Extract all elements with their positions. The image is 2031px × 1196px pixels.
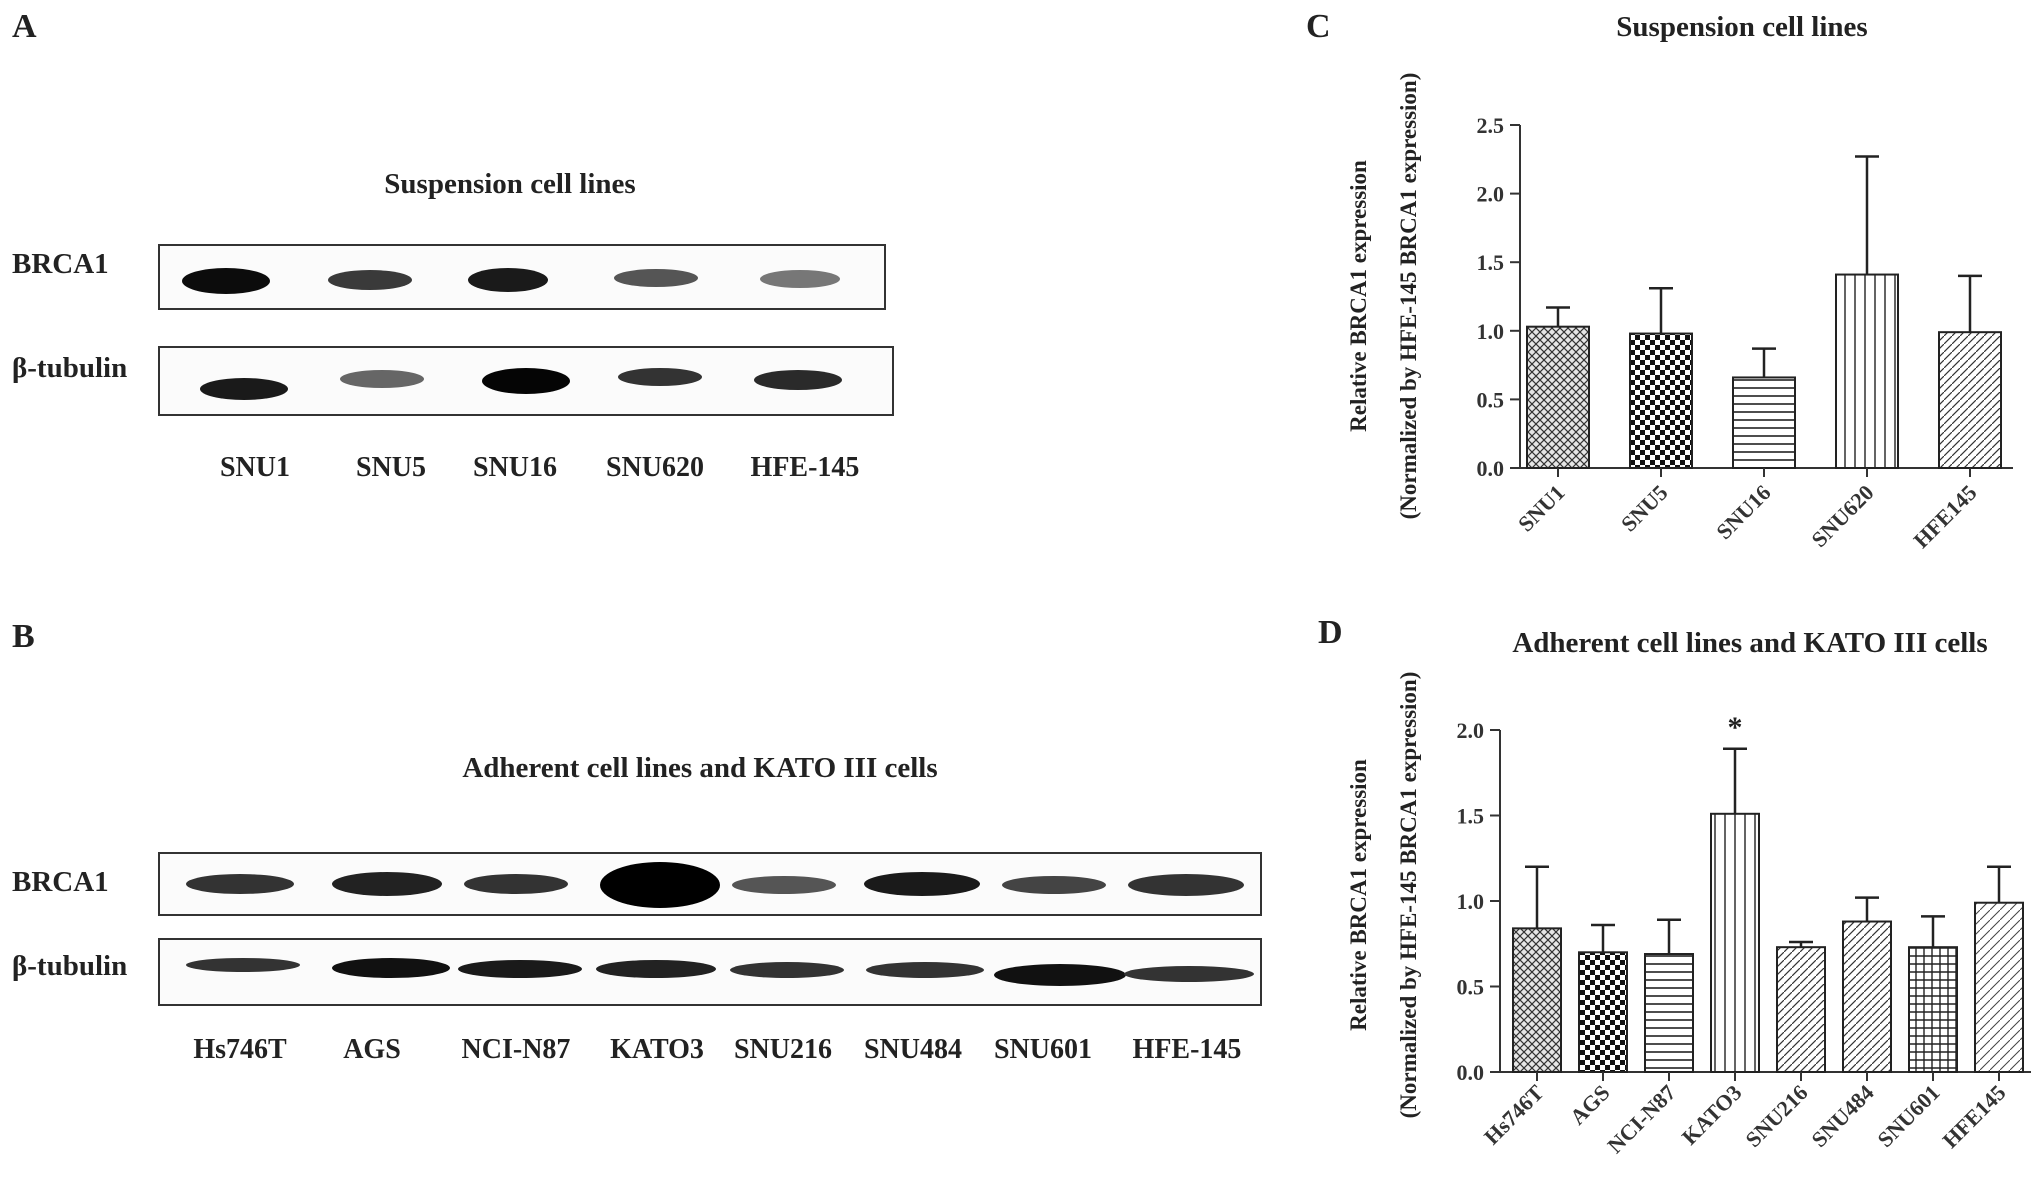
chart-d-bar <box>1512 927 1562 1073</box>
lane-label-b-6: SNU484 <box>863 1034 962 1065</box>
chart-d-title: Adherent cell lines and KATO III cells <box>1512 627 1987 659</box>
panel-letter-a: A <box>12 8 37 45</box>
blot-title-a: Suspension cell lines <box>384 168 636 200</box>
lane-label-a-4: SNU620 <box>605 452 704 483</box>
chart-c-ytick-label: 2.5 <box>1477 113 1505 138</box>
chart-d-ylabel-sub: (Normalized by HFE-145 BRCA1 expression) <box>1396 672 1421 1119</box>
chart-d-category-label: Hs746T <box>1479 1080 1549 1150</box>
chart-c-category-label: SNU5 <box>1616 480 1673 537</box>
chart-c-category-label: HFE145 <box>1909 480 1982 553</box>
chart-d-category-label: SNU601 <box>1872 1080 1944 1152</box>
panel-letter-b: B <box>12 618 35 655</box>
chart-d-bar <box>1578 951 1628 1073</box>
chart-d-category-label: SNU216 <box>1740 1080 1812 1152</box>
lane-label-b-8: HFE-145 <box>1132 1034 1242 1065</box>
chart-c-ytick-label: 1.5 <box>1477 250 1505 275</box>
lane-label-a-2: SNU5 <box>355 452 426 483</box>
blot-title-b: Adherent cell lines and KATO III cells <box>462 752 938 784</box>
lane-label-b-1: Hs746T <box>193 1034 287 1065</box>
chart-d-ytick-label: 2.0 <box>1457 718 1485 743</box>
chart-c-bar <box>1835 273 1899 469</box>
lane-label-b-2: AGS <box>343 1034 401 1065</box>
panel-letter-c: C <box>1306 8 1331 45</box>
chart-d-ytick-label: 0.0 <box>1457 1060 1485 1085</box>
chart-c-ytick-label: 1.0 <box>1477 319 1505 344</box>
chart-d-category-label: SNU484 <box>1806 1080 1878 1152</box>
chart-d-bar <box>1842 920 1892 1074</box>
chart-d-category-label: AGS <box>1565 1080 1615 1130</box>
blot-image-brca1-a <box>158 244 886 310</box>
lane-label-a-1: SNU1 <box>219 452 290 483</box>
chart-c-ylabel-sub: (Normalized by HFE-145 BRCA1 expression) <box>1396 73 1421 520</box>
lane-label-a-5: HFE-145 <box>750 452 860 483</box>
chart-c-bar <box>1938 331 2002 469</box>
blot-image-tubulin-a <box>158 346 894 416</box>
chart-c-title: Suspension cell lines <box>1616 11 1867 43</box>
chart-d-category-label: HFE145 <box>1938 1080 2011 1153</box>
chart-c-bar <box>1732 376 1796 469</box>
chart-c: Suspension cell lines Relative BRCA1 expr… <box>1346 11 2013 553</box>
chart-d-bar <box>1908 946 1958 1073</box>
lane-label-b-5: SNU216 <box>733 1034 832 1065</box>
chart-c-ylabel: Relative BRCA1 expression <box>1346 160 1371 432</box>
blot-image-brca1-b <box>158 852 1262 916</box>
chart-c-category-label: SNU620 <box>1806 480 1878 552</box>
row-label-tubulin-b: β-tubulin <box>12 950 128 982</box>
chart-c-bar <box>1526 325 1590 469</box>
chart-c-ytick-label: 0.5 <box>1477 387 1505 412</box>
chart-c-ytick-label: 0.0 <box>1477 456 1505 481</box>
chart-d-bar <box>1776 946 1826 1073</box>
chart-d-ytick-label: 1.5 <box>1457 804 1485 829</box>
lane-label-b-3: NCI-N87 <box>461 1034 571 1065</box>
chart-c-category-label: SNU1 <box>1513 480 1570 537</box>
chart-d-ylabel: Relative BRCA1 expression <box>1346 759 1371 1031</box>
chart-d-ytick-label: 1.0 <box>1457 889 1485 914</box>
blot-image-tubulin-b <box>158 938 1262 1006</box>
panel-letter-d: D <box>1318 614 1343 651</box>
lane-label-a-3: SNU16 <box>472 452 557 483</box>
chart-c-ytick-label: 2.0 <box>1477 182 1505 207</box>
row-label-brca1-b: BRCA1 <box>12 866 109 898</box>
lane-label-b-7: SNU601 <box>993 1034 1092 1065</box>
chart-d-bar <box>1644 953 1694 1074</box>
chart-c-category-label: SNU16 <box>1711 480 1775 544</box>
chart-d-significance-marker: * <box>1728 711 1743 744</box>
chart-c-bar <box>1629 332 1693 469</box>
lane-label-b-4: KATO3 <box>610 1034 704 1065</box>
chart-d: Adherent cell lines and KATO III cells Re… <box>1346 627 2031 1158</box>
chart-d-bar <box>1974 901 2024 1074</box>
chart-d-ytick-label: 0.5 <box>1457 975 1485 1000</box>
chart-d-category-label: KATO3 <box>1677 1080 1747 1150</box>
chart-d-bar <box>1710 812 1760 1073</box>
row-label-brca1-a: BRCA1 <box>12 248 109 280</box>
chart-d-category-label: NCI-N87 <box>1602 1080 1680 1158</box>
row-label-tubulin-a: β-tubulin <box>12 352 128 384</box>
